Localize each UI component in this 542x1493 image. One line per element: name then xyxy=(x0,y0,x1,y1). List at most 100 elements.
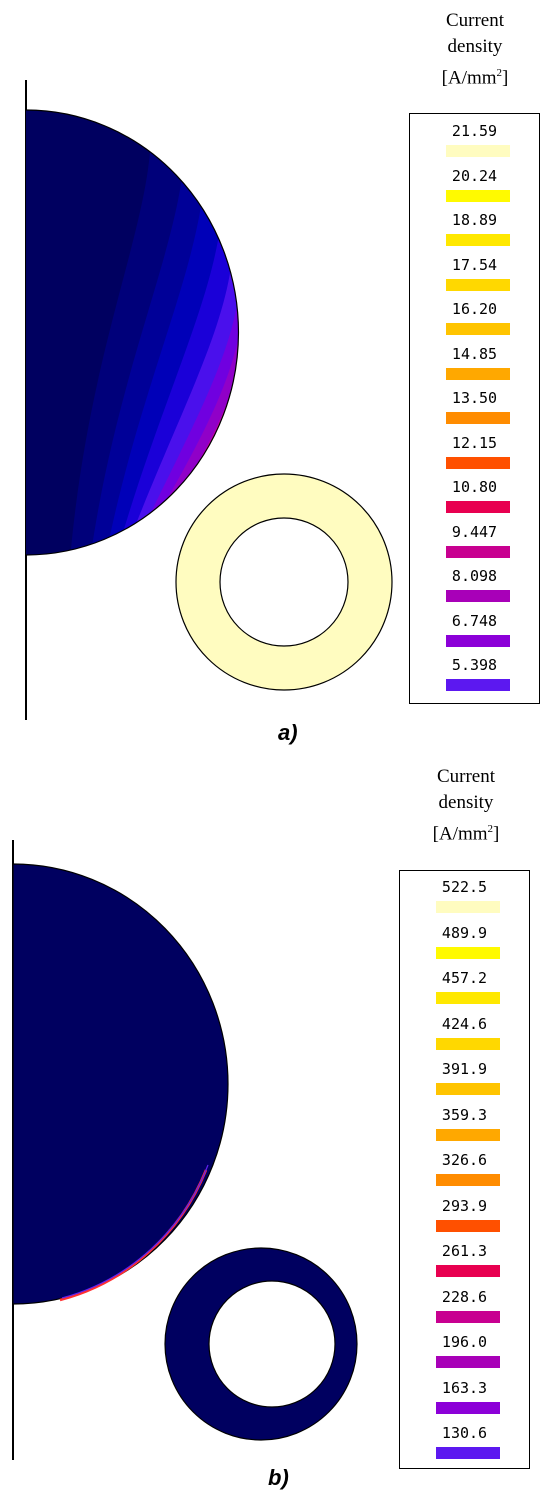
legend-swatch xyxy=(436,946,500,959)
legend-value: 20.24 xyxy=(451,166,498,185)
field-plot-b xyxy=(12,840,358,1460)
legend-entry: 293.9 xyxy=(400,1197,529,1243)
legend-title-line1: Current xyxy=(445,10,505,31)
legend-swatch xyxy=(436,1083,500,1095)
legend-entry: 457.2 xyxy=(400,969,529,1015)
legend-swatch xyxy=(446,278,510,291)
legend-entry: 10.80 xyxy=(410,478,539,523)
legend-value: 391.9 xyxy=(441,1060,488,1078)
legend-swatch xyxy=(436,992,500,1004)
panel-caption: a) xyxy=(278,720,298,745)
legend-swatch xyxy=(446,545,510,558)
tube-ring xyxy=(175,473,393,691)
legend-entry: 13.50 xyxy=(410,389,539,434)
legend-title: Current density [A/mm2] xyxy=(410,8,540,91)
legend-value: 9.447 xyxy=(451,522,498,541)
units-suffix: ] xyxy=(502,67,509,89)
legend-swatch xyxy=(436,1401,500,1414)
legend-swatch xyxy=(446,189,510,202)
legend-title-units: [A/mm2] xyxy=(410,60,540,91)
legend-value: 21.59 xyxy=(451,122,498,140)
units-prefix: [A/mm xyxy=(441,67,497,89)
legend-entry: 6.748 xyxy=(410,612,539,657)
legend-value: 18.89 xyxy=(451,211,498,229)
legend-entry: 163.3 xyxy=(400,1379,529,1425)
panel-a: Current density [A/mm2] 21.59 20.24 18.89 1… xyxy=(25,8,540,745)
legend-value: 261.3 xyxy=(441,1242,488,1260)
units-prefix: [A/mm xyxy=(432,823,488,845)
legend-swatch xyxy=(446,501,510,513)
conductor-skin-edge-inner xyxy=(61,1164,209,1299)
legend-entry: 16.20 xyxy=(410,300,539,345)
tube-ring xyxy=(164,1247,358,1441)
units-superscript: 2 xyxy=(487,823,494,835)
panel-b: Current density [A/mm2] 522.5 489.9 457.2 4… xyxy=(0,760,542,1493)
legend-value: 424.6 xyxy=(441,1014,488,1033)
legend-title-line2: density xyxy=(447,36,503,57)
legend-swatch xyxy=(436,1174,500,1186)
legend-entry: 20.24 xyxy=(410,167,539,212)
legend-entry: 9.447 xyxy=(410,523,539,568)
legend-value: 8.098 xyxy=(451,567,498,585)
legend-value: 5.398 xyxy=(451,656,498,674)
legend-swatch xyxy=(446,634,510,647)
legend-entry: 12.15 xyxy=(410,434,539,479)
legend-entry: 5.398 xyxy=(410,656,539,701)
legend-entry: 261.3 xyxy=(400,1242,529,1288)
legend-entry: 196.0 xyxy=(400,1333,529,1379)
legend-swatch xyxy=(436,1128,500,1141)
legend-value: 6.748 xyxy=(451,611,498,630)
legend-value: 326.6 xyxy=(441,1151,488,1169)
legend-value: 17.54 xyxy=(451,255,498,274)
legend-value: 457.2 xyxy=(441,969,488,987)
legend-swatch xyxy=(446,456,510,469)
field-plot-a xyxy=(25,80,393,720)
legend-swatch xyxy=(436,1265,500,1277)
legend-entry: 326.6 xyxy=(400,1151,529,1197)
legend-entry: 14.85 xyxy=(410,345,539,390)
legend-swatch xyxy=(446,367,510,380)
legend-value: 163.3 xyxy=(441,1378,488,1397)
legend-entry: 424.6 xyxy=(400,1015,529,1061)
legend-title: Current density [A/mm2] xyxy=(401,764,531,847)
legend-value: 10.80 xyxy=(451,478,498,496)
legend-value: 228.6 xyxy=(441,1287,488,1306)
legend-swatch xyxy=(436,1356,500,1368)
conductor-half-disc xyxy=(12,863,229,1305)
legend-title-line1: Current xyxy=(436,766,496,787)
legend-entry: 228.6 xyxy=(400,1288,529,1334)
legend-entry: 130.6 xyxy=(400,1424,529,1470)
legend-entry: 21.59 xyxy=(410,122,539,167)
units-superscript: 2 xyxy=(496,67,503,79)
legend-value: 359.3 xyxy=(441,1105,488,1124)
legend-swatch xyxy=(436,901,500,913)
legend-swatch xyxy=(446,679,510,691)
legend-title-line2: density xyxy=(438,792,494,813)
legend-swatch xyxy=(446,412,510,424)
legend-entry: 391.9 xyxy=(400,1060,529,1106)
legend-entry: 522.5 xyxy=(400,878,529,924)
legend-swatch xyxy=(436,1037,500,1050)
color-legend: 522.5 489.9 457.2 424.6 391.9 359.3 326.6 293.9… xyxy=(399,870,530,1469)
conductor-outline xyxy=(25,109,239,556)
legend-value: 196.0 xyxy=(441,1333,488,1351)
legend-swatch xyxy=(446,234,510,246)
color-legend: 21.59 20.24 18.89 17.54 16.20 14.85 13.50 12.15… xyxy=(409,113,540,704)
legend-value: 14.85 xyxy=(451,344,498,363)
legend-value: 12.15 xyxy=(451,433,498,452)
legend-value: 16.20 xyxy=(451,300,498,318)
panel-caption: b) xyxy=(268,1465,289,1490)
legend-title-units: [A/mm2] xyxy=(401,816,531,847)
legend-swatch xyxy=(446,323,510,335)
legend-swatch xyxy=(436,1310,500,1323)
legend-swatch xyxy=(436,1447,500,1459)
legend-value: 130.6 xyxy=(441,1424,488,1442)
units-suffix: ] xyxy=(493,823,500,845)
legend-swatch xyxy=(436,1219,500,1232)
legend-entry: 18.89 xyxy=(410,211,539,256)
legend-entry: 8.098 xyxy=(410,567,539,612)
legend-value: 293.9 xyxy=(441,1196,488,1215)
legend-value: 13.50 xyxy=(451,389,498,407)
legend-value: 522.5 xyxy=(441,878,488,896)
legend-value: 489.9 xyxy=(441,923,488,942)
